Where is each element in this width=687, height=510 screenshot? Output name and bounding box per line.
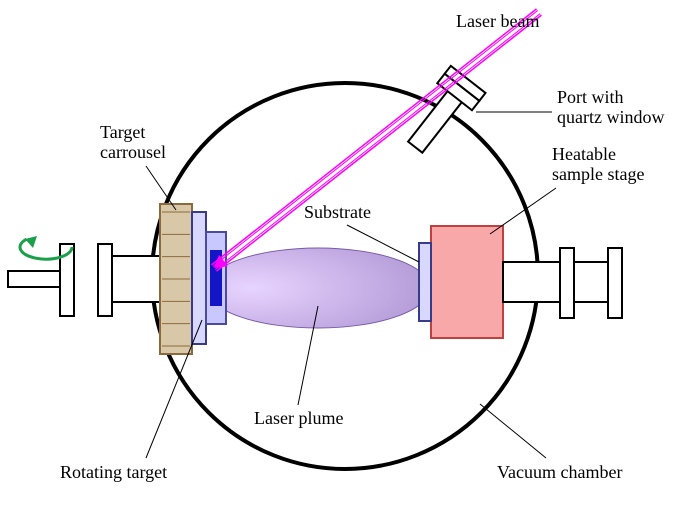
laser-plume (206, 248, 430, 328)
substrate (419, 243, 431, 321)
right-shaft (503, 262, 611, 302)
sample-stage (431, 226, 503, 338)
label-laser-beam: Laser beam (456, 11, 539, 31)
label-vacuum: Vacuum chamber (497, 462, 622, 482)
label-plume: Laser plume (254, 408, 343, 428)
shaft-rod (8, 271, 60, 287)
label-rotating-target: Rotating target (60, 462, 167, 482)
label-substrate: Substrate (304, 202, 371, 222)
